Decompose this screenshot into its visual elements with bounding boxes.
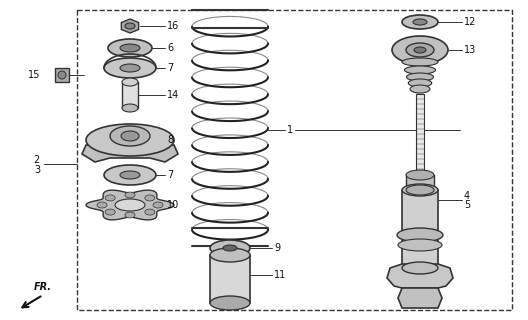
Ellipse shape	[402, 15, 438, 29]
Ellipse shape	[104, 58, 156, 78]
Ellipse shape	[223, 245, 237, 251]
Text: 3: 3	[34, 165, 40, 175]
Ellipse shape	[110, 126, 150, 146]
Text: 11: 11	[274, 270, 286, 280]
Polygon shape	[121, 19, 139, 33]
Ellipse shape	[120, 44, 140, 52]
Ellipse shape	[104, 165, 156, 185]
Ellipse shape	[153, 202, 163, 208]
Text: 13: 13	[464, 45, 476, 55]
Ellipse shape	[414, 47, 426, 53]
Ellipse shape	[402, 58, 438, 66]
Ellipse shape	[86, 124, 174, 156]
Ellipse shape	[407, 73, 433, 81]
Ellipse shape	[97, 202, 107, 208]
Polygon shape	[82, 145, 178, 162]
Text: 9: 9	[274, 243, 280, 253]
Ellipse shape	[397, 228, 443, 242]
Bar	[406, 175, 434, 190]
Bar	[55, 68, 69, 82]
Polygon shape	[86, 190, 174, 220]
Ellipse shape	[115, 199, 145, 211]
Ellipse shape	[58, 71, 66, 79]
Ellipse shape	[413, 19, 427, 25]
Ellipse shape	[125, 192, 135, 198]
Ellipse shape	[392, 36, 448, 64]
Ellipse shape	[122, 78, 138, 86]
Text: 10: 10	[167, 200, 179, 210]
Text: 14: 14	[167, 90, 179, 100]
Ellipse shape	[408, 79, 432, 87]
Text: 7: 7	[167, 63, 173, 73]
Text: 2: 2	[34, 155, 40, 165]
Ellipse shape	[108, 39, 152, 57]
Ellipse shape	[402, 184, 438, 196]
Ellipse shape	[406, 170, 434, 180]
Text: 6: 6	[167, 43, 173, 53]
Ellipse shape	[398, 239, 442, 251]
Ellipse shape	[120, 171, 140, 179]
Ellipse shape	[145, 209, 155, 215]
Ellipse shape	[121, 131, 139, 141]
Ellipse shape	[410, 85, 430, 93]
Ellipse shape	[125, 23, 135, 29]
Ellipse shape	[210, 296, 250, 310]
Ellipse shape	[120, 64, 140, 72]
Ellipse shape	[122, 104, 138, 112]
Ellipse shape	[406, 43, 434, 57]
Ellipse shape	[210, 240, 250, 256]
Ellipse shape	[406, 185, 434, 195]
Bar	[122, 82, 138, 108]
Ellipse shape	[402, 262, 438, 274]
Text: 16: 16	[167, 21, 179, 31]
Bar	[77, 10, 512, 310]
Text: 5: 5	[464, 200, 470, 210]
Text: 1: 1	[287, 125, 293, 135]
Text: 4: 4	[464, 191, 470, 201]
Text: 12: 12	[464, 17, 476, 27]
Bar	[210, 255, 250, 303]
Ellipse shape	[105, 195, 115, 201]
Ellipse shape	[125, 212, 135, 218]
Ellipse shape	[105, 209, 115, 215]
Polygon shape	[387, 264, 453, 288]
Text: FR.: FR.	[34, 282, 52, 292]
Text: 15: 15	[27, 70, 40, 80]
Bar	[416, 94, 424, 178]
Ellipse shape	[210, 248, 250, 262]
Text: 7: 7	[167, 170, 173, 180]
Ellipse shape	[404, 66, 436, 74]
Polygon shape	[398, 288, 442, 308]
Ellipse shape	[145, 195, 155, 201]
Text: 8: 8	[167, 135, 173, 145]
Bar	[402, 190, 438, 268]
